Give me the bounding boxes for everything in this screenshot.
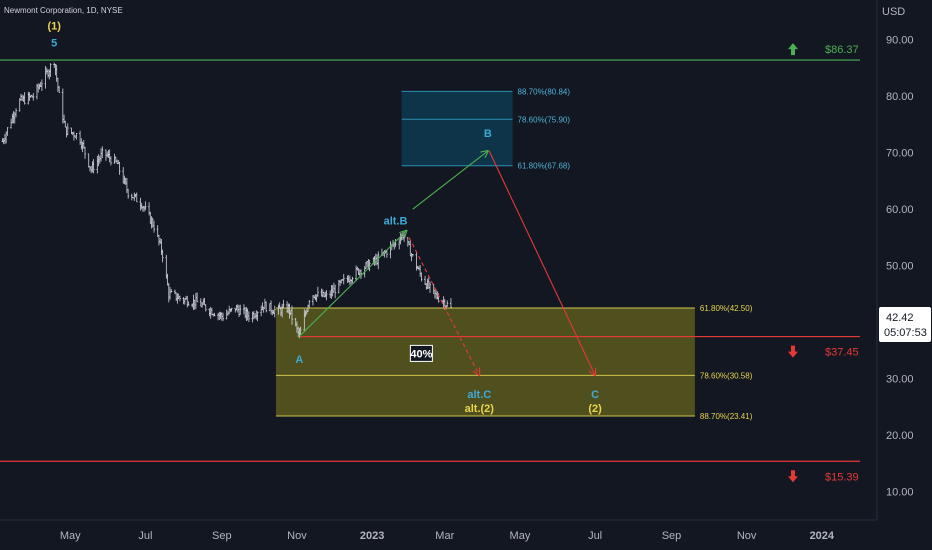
arrow-down-icon: [788, 470, 798, 483]
fib-label: 88.70%(23.41): [700, 412, 753, 421]
wave-label: 5: [51, 37, 57, 49]
time-tick-label: 2023: [360, 530, 384, 542]
time-scale[interactable]: May Jul Sep Nov 2023 Mar May Jul Sep Nov 2024: [60, 530, 835, 542]
wave-label: alt.(2): [465, 403, 495, 415]
wave-label: B: [484, 128, 492, 140]
proj-b-to-c: [488, 150, 595, 375]
price-tick-label: 50.00: [886, 261, 914, 273]
time-tick-label: Nov: [287, 530, 307, 542]
zones-layer: 61.80%(42.50) 78.60%(30.58) 88.70%(23.41) 8…: [275, 87, 753, 421]
time-tick-label: May: [510, 530, 531, 542]
time-tick-label: Nov: [737, 530, 757, 542]
price-tick-label: 90.00: [886, 35, 914, 47]
bar-countdown: 05:07:53: [884, 327, 927, 339]
proj-altb-to-b: [412, 151, 488, 210]
price-tick-label: 60.00: [886, 204, 914, 216]
fib-label: 61.80%(67.68): [518, 162, 571, 171]
price-tick-label: 20.00: [886, 430, 914, 442]
wave-label: (1): [47, 20, 61, 32]
time-tick-label: 2024: [810, 530, 835, 542]
arrow-up-icon: [788, 43, 798, 56]
price-tick-label: 10.00: [886, 487, 914, 499]
wave-label: alt.B: [384, 215, 408, 227]
fib-label: 78.60%(75.90): [518, 115, 571, 124]
proj-a-to-altb: [299, 231, 406, 337]
time-tick-label: Mar: [435, 530, 454, 542]
proj-altb-to-altc: [408, 237, 479, 375]
level-price-label: $86.37: [825, 44, 859, 56]
level-price-label: $15.39: [825, 471, 859, 483]
annotation-label: 40%: [410, 348, 432, 360]
arrow-down-icon: [788, 345, 798, 358]
time-tick-label: May: [60, 530, 81, 542]
wave-label: (2): [588, 403, 602, 415]
time-tick-label: Jul: [138, 530, 152, 542]
last-price-box: 42.42 05:07:53: [879, 307, 931, 342]
fib-label: 78.60%(30.58): [700, 371, 753, 380]
wave-label: A: [295, 354, 303, 366]
annotation-layer: 40%: [409, 344, 433, 362]
last-price-value: 42.42: [886, 312, 914, 324]
level-price-label: $37.45: [825, 347, 859, 359]
time-tick-label: Sep: [662, 530, 682, 542]
currency-label: USD: [882, 6, 905, 18]
projections-layer: [299, 151, 595, 375]
levels-layer: $86.37 $37.45 $15.39: [0, 43, 860, 483]
wave-label: alt.C: [467, 389, 491, 401]
time-tick-label: Sep: [212, 530, 232, 542]
annotation-box: [409, 344, 433, 362]
chart-title: Newmont Corporation, 1D, NYSE: [4, 6, 123, 15]
fib-label: 88.70%(80.84): [518, 87, 571, 96]
wave-b-zone-fill: [401, 91, 513, 166]
wave-label: C: [591, 389, 599, 401]
time-tick-label: Jul: [588, 530, 602, 542]
buy-zone-fill: [275, 308, 695, 416]
fib-label: 61.80%(42.50): [700, 304, 753, 313]
price-tick-label: 30.00: [886, 374, 914, 386]
price-tick-label: 70.00: [886, 148, 914, 160]
price-tick-label: 80.00: [886, 91, 914, 103]
